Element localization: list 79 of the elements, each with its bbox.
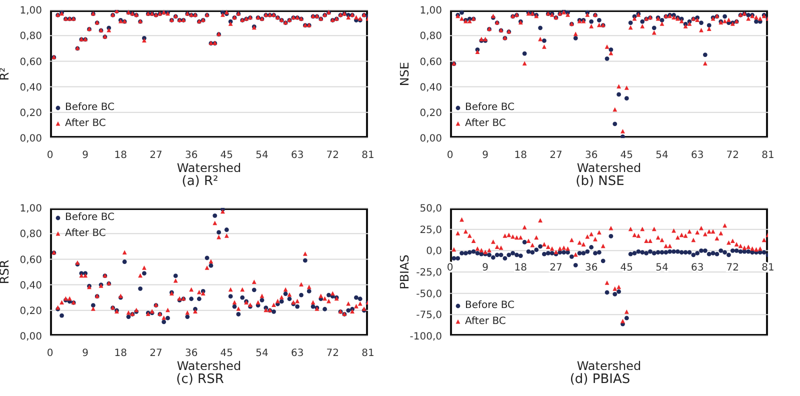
y-tick-label: -50,0 [416,288,442,300]
legend-label: Before BC [465,299,515,313]
legend-label: Before BC [465,101,515,115]
y-tick-label: -75,0 [416,310,442,322]
legend-label: Before BC [65,101,115,115]
y-tick-label: 0,00 [20,134,42,145]
legend-label: Before BC [65,211,115,225]
y-tick-label: 25,0 [420,224,442,236]
x-tick-label: 54 [256,348,268,359]
x-tick-label: 0 [46,348,54,359]
legend-label: After BC [465,117,506,131]
y-tick-label: -100,0 [410,332,442,343]
x-tick-label: 72 [726,262,740,274]
text: (a) R² [180,174,220,189]
x-tick-label: 27 [150,150,162,161]
y-tick-label: 0,60 [420,56,442,68]
legend-label: After BC [65,117,106,131]
x-tick-label: 63 [290,348,304,359]
x-tick-label: 45 [620,150,634,161]
x-axis-title: Watershed [176,359,242,373]
x-tick-label: 36 [584,262,598,274]
x-tick-label: 63 [690,262,704,274]
x-tick-label: 81 [762,150,774,161]
y-tick-label: 0,40 [20,280,42,292]
y-tick-label: 0,60 [20,254,42,266]
x-tick-label: 27 [550,150,562,161]
text: (d) PBIAS [568,372,632,387]
x-tick-label: 18 [114,150,128,161]
x-tick-label: 18 [514,262,528,274]
x-tick-label: 45 [220,150,234,161]
x-tick-label: 72 [326,348,340,359]
x-tick-label: 36 [584,150,598,161]
y-tick-label: 0,00 [420,134,442,145]
x-tick-label: 18 [114,348,128,359]
y-tick-label: 0,20 [420,108,442,119]
x-tick-label: 9 [82,348,89,359]
y-tick-label: 0,20 [20,108,42,119]
y-tick-label: 0,00 [20,332,42,343]
x-tick-label: 54 [256,150,268,161]
x-tick-label: 81 [362,348,374,359]
y-tick-label: 0,40 [20,82,42,94]
x-tick-label: 72 [726,150,740,161]
x-axis-title: Watershed [576,161,642,175]
x-tick-label: 0 [446,150,454,161]
legend-label: After BC [465,315,506,329]
x-tick-label: 54 [656,150,668,161]
x-tick-label: 36 [184,348,198,359]
legend-label: After BC [65,227,106,241]
x-axis-title: Watershed [576,359,642,373]
y-tick-label: 1,00 [420,6,442,17]
y-tick-label: 0,80 [420,31,442,42]
text: (c) RSR [175,372,225,387]
x-axis-title: Watershed [176,161,242,175]
y-tick-label: 0,0 [426,246,442,258]
x-tick-label: 27 [150,348,162,359]
x-tick-label: 36 [184,150,198,161]
x-tick-label: 18 [514,150,528,161]
x-tick-label: 9 [482,262,489,274]
y-tick-label: 1,00 [20,6,42,17]
y-tick-label: 0,40 [420,82,442,94]
y-tick-label: 0,80 [20,229,42,240]
x-tick-label: 54 [656,262,668,274]
y-tick-label: 50,0 [420,204,442,215]
y-tick-label: 1,00 [20,204,42,215]
x-tick-label: 72 [326,150,340,161]
y-tick-label: -25,0 [416,268,442,279]
y-tick-label: 0,60 [20,56,42,68]
x-tick-label: 45 [220,348,234,359]
y-tick-label: 0,80 [20,31,42,42]
x-tick-label: 45 [620,262,634,274]
text: (b) NSE [574,174,626,189]
x-tick-label: 63 [690,150,704,161]
x-tick-label: 81 [362,150,374,161]
x-tick-label: 9 [82,150,89,161]
x-tick-label: 0 [46,150,54,161]
x-tick-label: 27 [550,262,562,274]
x-tick-label: 9 [482,150,489,161]
y-tick-label: 0,20 [20,306,42,317]
x-tick-label: 63 [290,150,304,161]
